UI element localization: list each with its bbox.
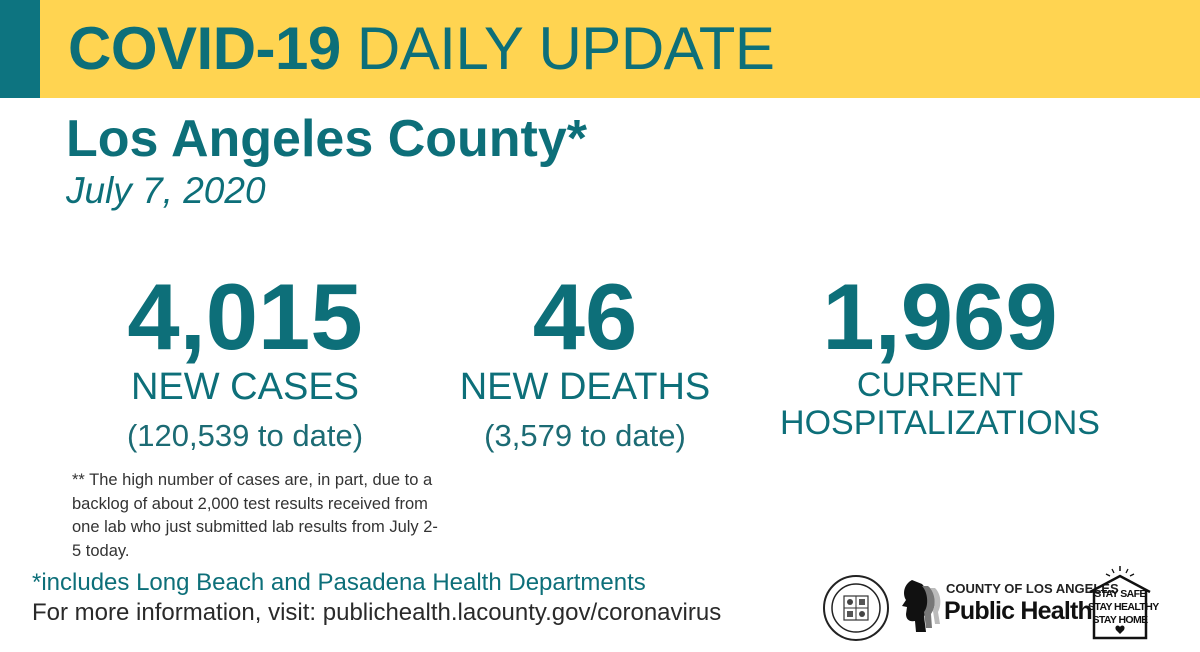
banner-accent-bar	[0, 0, 40, 98]
stay-safe-logo: STAY SAFE STAY HEALTHY STAY HOME	[1086, 562, 1159, 642]
county-heading: Los Angeles County*	[66, 110, 588, 168]
county-seal-icon	[823, 575, 889, 641]
deaths-to-date: (3,579 to date)	[484, 418, 686, 453]
cases-to-date: (120,539 to date)	[126, 418, 364, 453]
new-deaths-value: 46	[532, 264, 638, 369]
stay-home-line: STAY HOME	[1092, 614, 1148, 626]
stat-hospitalizations: 1,969 CURRENT HOSPITALIZATIONS	[775, 264, 1105, 443]
hospitalizations-value: 1,969	[822, 264, 1058, 369]
new-cases-label: NEW CASES	[130, 366, 360, 408]
title-rest: DAILY UPDATE	[356, 15, 775, 82]
new-cases-value: 4,015	[127, 264, 363, 369]
new-deaths-label: NEW DEATHS	[459, 366, 711, 408]
public-health-logo: COUNTY OF LOS ANGELES Public Health	[898, 576, 1119, 636]
house-outline-icon	[1089, 566, 1151, 640]
report-date: July 7, 2020	[66, 170, 266, 211]
page-title: COVID-19 DAILY UPDATE	[68, 15, 775, 82]
title-bold: COVID-19	[68, 15, 341, 82]
header-banner: COVID-19 DAILY UPDATE	[0, 0, 1200, 98]
more-info-text: For more information, visit: publichealt…	[32, 599, 722, 626]
backlog-note: ** The high number of cases are, in part…	[72, 471, 438, 560]
hospitalizations-label-line2: HOSPITALIZATIONS	[780, 404, 1100, 442]
stat-new-cases: 4,015 NEW CASES (120,539 to date)	[85, 268, 405, 454]
stay-healthy-line: STAY HEALTHY	[1088, 601, 1159, 613]
includes-note: *includes Long Beach and Pasadena Health…	[32, 569, 646, 596]
profile-faces-icon	[902, 580, 941, 632]
public-health-title: Public Health	[944, 597, 1093, 625]
hospitalizations-label-line1: CURRENT	[856, 366, 1024, 404]
stay-safe-line: STAY SAFE	[1094, 588, 1146, 600]
stat-new-deaths: 46 NEW DEATHS (3,579 to date)	[430, 268, 740, 454]
stay-text: STAY SAFE STAY HEALTHY STAY HOME	[1088, 588, 1159, 627]
public-health-county-text: COUNTY OF LOS ANGELES	[946, 581, 1119, 596]
